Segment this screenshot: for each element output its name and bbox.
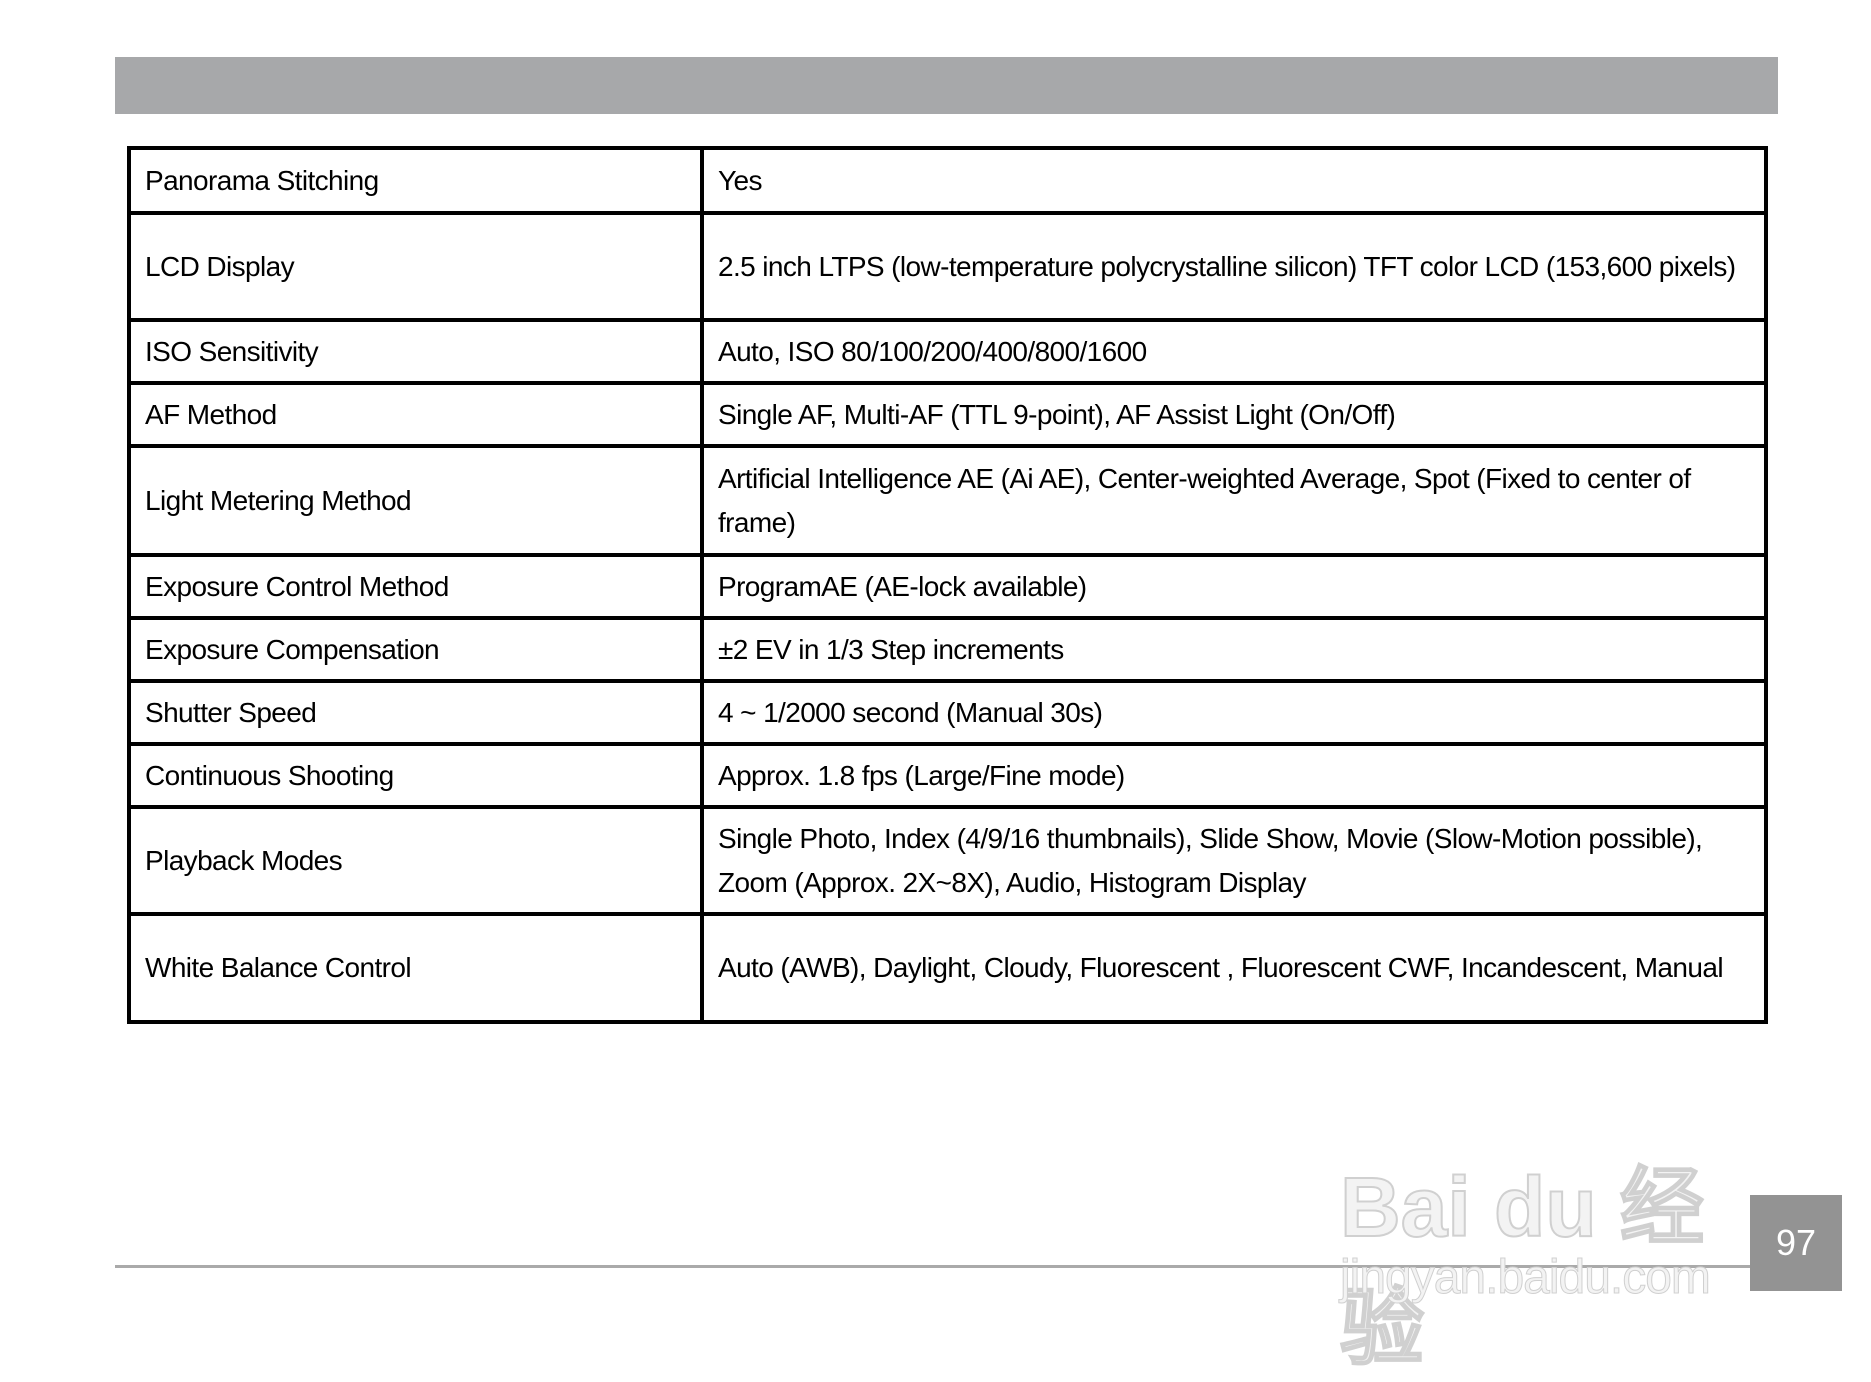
- table-row: Continuous Shooting Approx. 1.8 fps (Larg…: [127, 742, 1768, 809]
- spec-label: Exposure Compensation: [127, 616, 704, 683]
- spec-value: Single AF, Multi-AF (TTL 9-point), AF As…: [700, 381, 1768, 448]
- table-row: Light Metering Method Artificial Intellig…: [127, 444, 1768, 557]
- spec-value: 2.5 inch LTPS (low-temperature polycryst…: [700, 211, 1768, 322]
- table-row: Panorama Stitching Yes: [127, 146, 1768, 215]
- baidu-watermark: Bai du 经验 jingyan.baidu.com: [1339, 1100, 1780, 1376]
- spec-value: Auto, ISO 80/100/200/400/800/1600: [700, 318, 1768, 385]
- header-bar: [115, 57, 1778, 114]
- spec-value: Single Photo, Index (4/9/16 thumbnails),…: [700, 805, 1768, 916]
- spec-label: LCD Display: [127, 211, 704, 322]
- spec-label: Light Metering Method: [127, 444, 704, 557]
- spec-label: ISO Sensitivity: [127, 318, 704, 385]
- spec-label: Playback Modes: [127, 805, 704, 916]
- spec-value: 4 ~ 1/2000 second (Manual 30s): [700, 679, 1768, 746]
- spec-label: White Balance Control: [127, 912, 704, 1024]
- spec-value: Artificial Intelligence AE (Ai AE), Cent…: [700, 444, 1768, 557]
- spec-table: Panorama Stitching Yes LCD Display 2.5 inch…: [127, 146, 1768, 1024]
- table-row: LCD Display 2.5 inch LTPS (low-temperatur…: [127, 211, 1768, 322]
- spec-label: Panorama Stitching: [127, 146, 704, 215]
- spec-value: ±2 EV in 1/3 Step increments: [700, 616, 1768, 683]
- table-row: White Balance Control Auto (AWB), Dayligh…: [127, 912, 1768, 1024]
- table-row: Playback Modes Single Photo, Index (4/9/1…: [127, 805, 1768, 916]
- table-row: Exposure Control Method ProgramAE (AE-loc…: [127, 553, 1768, 620]
- table-row: Exposure Compensation ±2 EV in 1/3 Step i…: [127, 616, 1768, 683]
- page-number: 97: [1750, 1195, 1842, 1291]
- spec-value: Yes: [700, 146, 1768, 215]
- spec-label: Shutter Speed: [127, 679, 704, 746]
- watermark-logo: Bai du 经验: [1339, 1159, 1705, 1376]
- table-row: Shutter Speed 4 ~ 1/2000 second (Manual 3…: [127, 679, 1768, 746]
- spec-value: Auto (AWB), Daylight, Cloudy, Fluorescen…: [700, 912, 1768, 1024]
- footer-divider: [115, 1265, 1755, 1268]
- spec-value: ProgramAE (AE-lock available): [700, 553, 1768, 620]
- spec-value: Approx. 1.8 fps (Large/Fine mode): [700, 742, 1768, 809]
- spec-label: Continuous Shooting: [127, 742, 704, 809]
- spec-label: AF Method: [127, 381, 704, 448]
- table-row: ISO Sensitivity Auto, ISO 80/100/200/400/…: [127, 318, 1768, 385]
- spec-label: Exposure Control Method: [127, 553, 704, 620]
- watermark-url: jingyan.baidu.com: [1340, 1251, 1712, 1305]
- table-row: AF Method Single AF, Multi-AF (TTL 9-poin…: [127, 381, 1768, 448]
